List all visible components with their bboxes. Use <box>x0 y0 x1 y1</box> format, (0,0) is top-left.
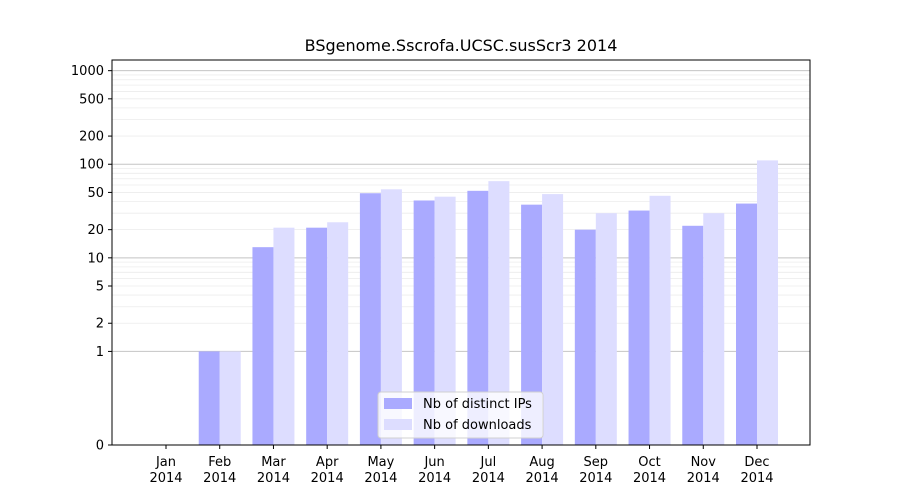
x-tick-label-year: 2014 <box>579 471 612 486</box>
bar-distinct-ips <box>359 193 381 445</box>
plot-frame <box>111 59 811 446</box>
x-tick-label-month: Jul <box>480 455 497 470</box>
x-tick-label-month: Mar <box>261 455 286 470</box>
bars-layer <box>198 160 778 445</box>
y-tick-label: 200 <box>79 130 104 145</box>
y-tick-label: 20 <box>87 223 104 238</box>
x-tick-label-month: Jun <box>423 455 444 470</box>
x-tick-label-year: 2014 <box>740 471 773 486</box>
y-tick-label: 500 <box>79 92 104 107</box>
bar-downloads <box>273 227 295 445</box>
bar-downloads <box>219 351 241 445</box>
bar-downloads <box>327 222 349 445</box>
x-tick-label-month: Nov <box>691 455 717 470</box>
bar-distinct-ips <box>682 225 704 445</box>
bar-downloads <box>542 194 564 445</box>
legend-swatch <box>384 419 412 430</box>
y-tick-label: 1 <box>96 345 104 360</box>
bar-distinct-ips <box>306 227 328 445</box>
x-tick-label-month: May <box>367 455 394 470</box>
x-tick-label-year: 2014 <box>526 471 559 486</box>
bar-downloads <box>434 196 456 445</box>
x-tick-label-year: 2014 <box>633 471 666 486</box>
y-tick-label: 5 <box>96 280 104 295</box>
x-tick-label-month: Dec <box>744 455 769 470</box>
x-tick-label-year: 2014 <box>472 471 505 486</box>
legend-swatch <box>384 398 412 409</box>
chart-title: BSgenome.Sscrofa.UCSC.susScr3 2014 <box>305 36 618 55</box>
bar-distinct-ips <box>574 229 596 445</box>
y-tick-label: 0 <box>96 439 104 454</box>
y-tick-label: 1000 <box>71 64 104 79</box>
x-tick-label-year: 2014 <box>203 471 236 486</box>
x-tick-label-month: Jan <box>155 455 176 470</box>
y-tick-label: 50 <box>87 186 104 201</box>
y-tick-label: 100 <box>79 158 104 173</box>
y-axis: 0 1 2 5 10 20 50 100 200 500 1000 <box>71 64 112 454</box>
bar-downloads <box>757 160 778 445</box>
x-axis: Jan2014Feb2014Mar2014Apr2014May2014Jun20… <box>149 445 774 486</box>
bar-downloads <box>488 181 510 445</box>
bar-downloads <box>703 213 725 445</box>
y-tick-label: 10 <box>87 251 104 266</box>
legend-label: Nb of downloads <box>423 418 532 433</box>
bar-distinct-ips <box>198 351 220 445</box>
legend-box <box>377 391 544 439</box>
x-tick-label-month: Sep <box>584 455 609 470</box>
y-tick-label: 2 <box>96 317 104 332</box>
legend: Nb of distinct IPs Nb of downloads <box>377 391 544 439</box>
bar-distinct-ips <box>628 210 650 445</box>
x-tick-label-year: 2014 <box>418 471 451 486</box>
bar-distinct-ips <box>467 190 489 445</box>
bar-distinct-ips <box>736 203 757 445</box>
x-tick-label-year: 2014 <box>311 471 344 486</box>
x-tick-label-year: 2014 <box>257 471 290 486</box>
x-tick-label-month: Aug <box>529 455 554 470</box>
bar-downloads <box>380 189 402 445</box>
x-tick-label-year: 2014 <box>149 471 182 486</box>
bar-downloads <box>595 213 617 445</box>
bar-distinct-ips <box>252 247 274 445</box>
x-tick-label-month: Apr <box>316 455 339 470</box>
x-tick-label-month: Oct <box>638 455 660 470</box>
x-tick-label-year: 2014 <box>687 471 720 486</box>
bar-distinct-ips <box>521 204 543 445</box>
legend-label: Nb of distinct IPs <box>423 397 532 412</box>
bar-distinct-ips <box>413 200 435 445</box>
x-tick-label-year: 2014 <box>364 471 397 486</box>
x-tick-label-month: Feb <box>208 455 231 470</box>
bar-downloads <box>649 195 671 445</box>
